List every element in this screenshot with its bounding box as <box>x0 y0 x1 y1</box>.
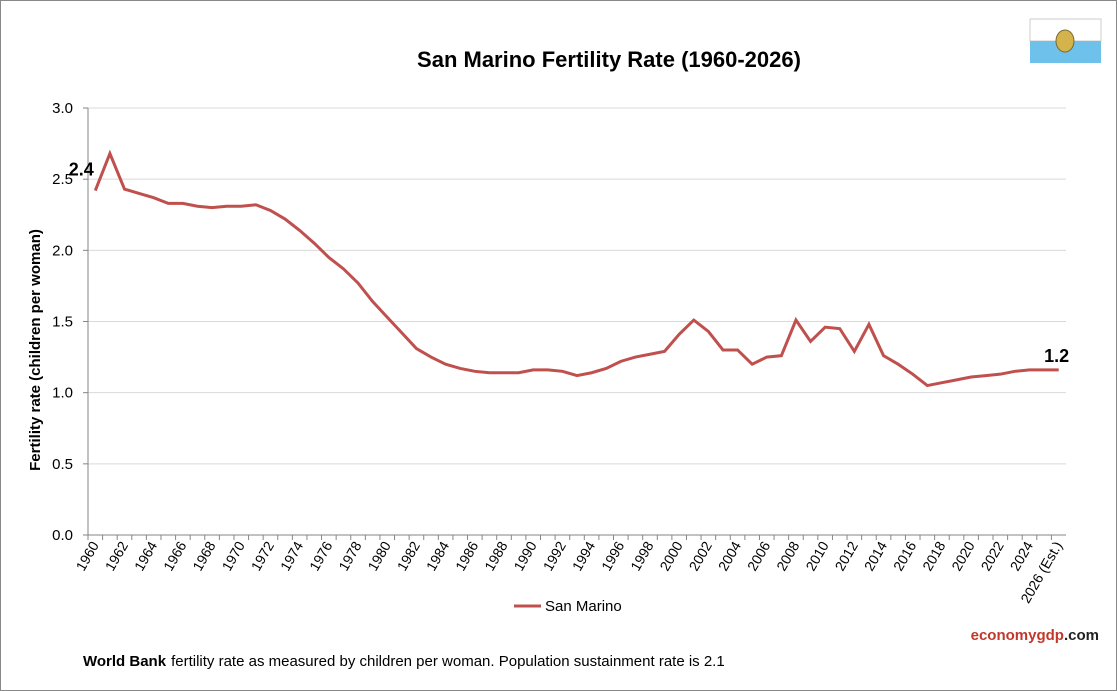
brand-part: .com <box>1064 627 1099 644</box>
flag <box>1029 18 1102 63</box>
y-tick-label: 0.0 <box>52 527 73 544</box>
y-tick-label: 3.0 <box>52 100 73 117</box>
brand-part: gdp <box>1036 627 1064 644</box>
y-tick-label: 1.0 <box>52 385 73 402</box>
brand: economygdp.com <box>971 627 1099 644</box>
data-label: 1.2 <box>1044 346 1069 366</box>
series-line <box>93 149 1059 388</box>
y-tick-label: 0.5 <box>52 456 73 473</box>
brand-part: economy <box>971 627 1038 644</box>
y-tick-label: 1.5 <box>52 314 73 331</box>
footer-note: fertility rate as measured by children p… <box>171 653 725 670</box>
footer: World Bank fertility rate as measured by … <box>83 653 725 670</box>
footer-source: World Bank <box>83 653 167 670</box>
y-axis-label: Fertility rate (children per woman) <box>27 229 44 471</box>
flag-emblem <box>1055 29 1075 53</box>
y-tick-label: 2.5 <box>52 171 73 188</box>
legend-label: San Marino <box>545 598 622 615</box>
data-label: 2.4 <box>69 160 94 180</box>
y-tick-label: 2.0 <box>52 242 73 259</box>
chart-title: San Marino Fertility Rate (1960-2026) <box>417 47 801 72</box>
